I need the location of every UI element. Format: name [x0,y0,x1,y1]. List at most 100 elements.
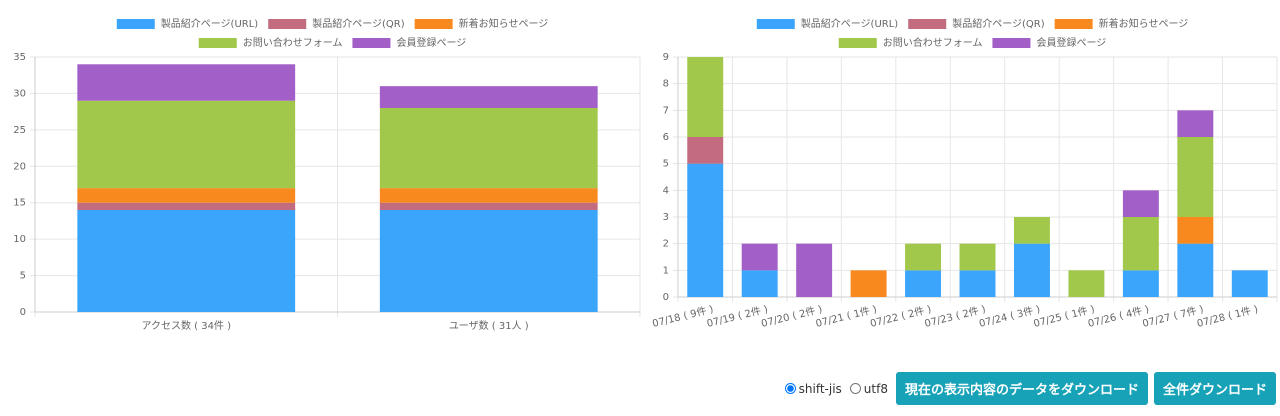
bar-segment [77,188,296,203]
legend-swatch [352,38,391,48]
bar-segment [77,202,296,210]
legend-label: 製品紹介ページ(QR) [952,17,1045,30]
x-tick-label: アクセス数 ( 34件 ) [141,319,231,332]
bar-segment [1122,270,1159,297]
radio[interactable] [849,383,861,394]
legend-label: 製品紹介ページ(URL) [801,17,899,30]
bar-segment [379,210,598,312]
y-tick-label: 5 [663,159,669,170]
legend-item: 製品紹介ページ(URL) [116,17,259,30]
download-controls: shift-jis utf8 現在の表示内容のデータをダウンロード 全件ダウンロ… [784,372,1276,405]
legend-item: 製品紹介ページ(QR) [268,17,405,30]
bar-segment [687,163,724,297]
x-tick-label: 07/22 ( 2件 ) [869,303,933,330]
legend-label: 新着お知らせページ [1099,17,1189,30]
radio[interactable] [784,383,796,394]
bar-segment [379,188,598,203]
bar-segment [1177,243,1214,297]
legend-item: 製品紹介ページ(URL) [756,17,899,30]
x-tick-label: 07/27 ( 7件 ) [1141,303,1205,330]
legend-item: お問い合わせフォーム [198,36,343,49]
y-tick-label: 20 [13,161,26,172]
x-tick-label: ユーザ数 ( 31人 ) [449,319,529,332]
bar-segment [379,86,598,108]
bar-segment [1013,243,1050,297]
y-tick-label: 10 [13,234,26,245]
legend-item: 製品紹介ページ(QR) [908,17,1045,30]
bar-segment [850,270,887,297]
bar-segment [379,202,598,210]
y-tick-label: 35 [13,52,26,63]
x-tick-label: 07/23 ( 2件 ) [923,303,987,330]
legend: 製品紹介ページ(URL) 製品紹介ページ(QR) 新着お知らせページお問い合わせフォ… [116,17,549,49]
bar-segment [796,243,833,297]
x-tick-label: 07/25 ( 1件 ) [1032,303,1096,330]
y-tick-label: 7 [663,105,669,116]
legend-label: 製品紹介ページ(URL) [161,17,259,30]
y-tick-label: 6 [663,132,669,143]
bar-segment [1177,137,1214,217]
download-current-button[interactable]: 現在の表示内容のデータをダウンロード [895,372,1148,405]
legend-label: お問い合わせフォーム [243,36,343,49]
y-tick-label: 5 [20,271,26,282]
legend-item: 会員登録ページ [992,36,1106,49]
download-all-button[interactable]: 全件ダウンロード [1153,372,1276,405]
y-tick-label: 4 [663,185,669,196]
bar-segment [1013,217,1050,244]
bar-segment [1231,270,1268,297]
bar-segment [379,108,598,189]
bar-segment [77,210,296,312]
legend: 製品紹介ページ(URL) 製品紹介ページ(QR) 新着お知らせページお問い合わせフォ… [756,17,1189,49]
y-tick-label: 0 [20,307,26,318]
bar-segment [905,243,942,271]
y-tick-label: 8 [663,79,669,90]
bar-segment [959,243,996,271]
legend-swatch [756,19,795,29]
bar-segment [1177,217,1214,244]
x-tick-label: 07/20 ( 2件 ) [760,303,824,330]
legend-label: 製品紹介ページ(QR) [312,17,405,30]
y-tick-label: 0 [663,292,669,303]
encoding-option[interactable]: shift-jis [784,381,842,396]
bar-segment [1177,110,1214,137]
legend-swatch [1054,19,1093,29]
encoding-label: utf8 [863,381,888,396]
x-tick-label: 07/18 ( 9件 ) [651,303,715,330]
y-tick-label: 1 [663,265,669,276]
encoding-label: shift-jis [798,381,842,396]
y-tick-label: 15 [13,198,26,209]
legend-swatch [414,19,453,29]
legend-label: 新着お知らせページ [459,17,549,30]
bar-segment [959,270,996,297]
legend-swatch [992,38,1031,48]
bar-segment [687,57,724,137]
x-tick-label: 07/21 ( 1件 ) [814,303,878,330]
bar-segment [741,270,778,297]
legend-item: 新着お知らせページ [414,17,549,30]
x-tick-label: 07/19 ( 2件 ) [706,303,770,330]
bar-segment [77,64,296,101]
legend-swatch [908,19,947,29]
bar-segment [77,100,296,189]
bar-segment [741,243,778,271]
bar-segment [1122,217,1159,271]
y-tick-label: 2 [663,239,669,250]
bar-segment [1122,190,1159,217]
legend-swatch [198,38,237,48]
bar-segment [905,270,942,297]
y-tick-label: 9 [663,52,669,63]
encoding-option[interactable]: utf8 [849,381,888,396]
charts: 製品紹介ページ(URL) 製品紹介ページ(QR) 新着お知らせページお問い合わせフォ… [13,17,1278,332]
y-tick-label: 3 [663,212,669,223]
y-tick-label: 25 [13,125,26,136]
legend-label: 会員登録ページ [396,36,466,49]
legend-swatch [268,19,307,29]
x-tick-label: 07/24 ( 3件 ) [978,303,1042,330]
y-tick-label: 30 [13,88,26,99]
legend-label: お問い合わせフォーム [883,36,983,49]
legend-item: 会員登録ページ [352,36,466,49]
bar-segment [687,137,724,164]
legend-swatch [838,38,877,48]
x-tick-label: 07/26 ( 4件 ) [1087,303,1151,330]
